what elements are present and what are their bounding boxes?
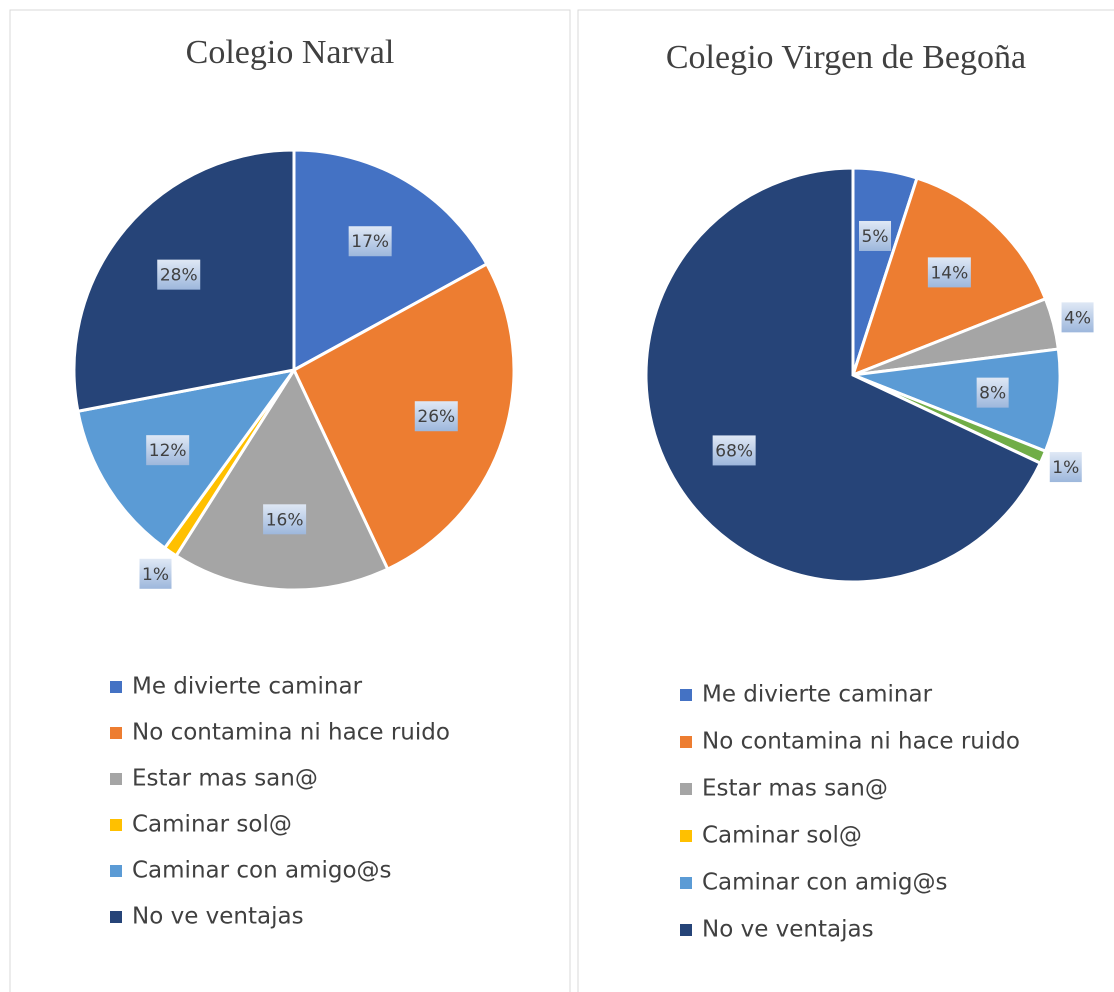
- data-label: 68%: [715, 441, 753, 461]
- legend-label: No contamina ni hace ruido: [132, 720, 450, 746]
- data-label: 4%: [1064, 308, 1091, 328]
- legend-swatch: [110, 727, 122, 739]
- legend-swatch: [680, 830, 692, 842]
- legend-label: No ve ventajas: [702, 917, 874, 943]
- legend-label: No contamina ni hace ruido: [702, 729, 1020, 755]
- data-label-box: [712, 435, 756, 466]
- legend-swatch: [680, 736, 692, 748]
- data-label: 14%: [930, 263, 968, 283]
- legend-label: Estar mas san@: [132, 766, 318, 792]
- data-label: 1%: [142, 565, 169, 585]
- legend-swatch: [680, 877, 692, 889]
- data-label: 1%: [1052, 458, 1079, 478]
- data-label-box: [414, 401, 458, 432]
- panel: [9, 9, 571, 992]
- data-label-box: [859, 220, 892, 251]
- data-label-box: [1061, 302, 1094, 333]
- data-label-box: [146, 435, 190, 466]
- data-label-box: [157, 259, 201, 290]
- data-label-box: [1049, 452, 1082, 483]
- legend-label: Me divierte caminar: [132, 674, 363, 700]
- pie-slice: [292, 261, 516, 572]
- data-label: 17%: [351, 232, 389, 252]
- legend-label: No ve ventajas: [132, 904, 304, 930]
- data-label: 5%: [862, 227, 889, 247]
- data-label: 16%: [266, 510, 304, 530]
- data-label: 26%: [417, 407, 455, 427]
- legend-label: Caminar con amigo@s: [132, 858, 392, 884]
- legend-label: Caminar sol@: [702, 823, 862, 849]
- legend-swatch: [110, 773, 122, 785]
- data-label-box: [263, 504, 307, 535]
- legend-swatch: [680, 783, 692, 795]
- chart-title: Colegio Narval: [186, 34, 395, 71]
- legend-label: Estar mas san@: [702, 776, 888, 802]
- data-label: 28%: [160, 266, 198, 286]
- pie-slice: [174, 366, 390, 592]
- data-label-box: [927, 257, 971, 288]
- pie-slice: [852, 347, 1062, 454]
- chart-title: Colegio Virgen de Begoña: [666, 39, 1026, 76]
- legend-swatch: [680, 689, 692, 701]
- data-label: 12%: [149, 441, 187, 461]
- data-label-box: [976, 377, 1009, 408]
- pie-slice: [292, 148, 489, 373]
- data-label-box: [348, 226, 392, 257]
- legend-label: Caminar sol@: [132, 812, 292, 838]
- data-label-box: [139, 558, 172, 589]
- legend-swatch: [110, 681, 122, 693]
- legend-swatch: [680, 924, 692, 936]
- legend-label: Caminar con amig@s: [702, 870, 947, 896]
- legend-swatch: [110, 819, 122, 831]
- data-label: 8%: [979, 384, 1006, 404]
- legend-swatch: [110, 911, 122, 923]
- panel: [577, 9, 1114, 992]
- legend-label: Me divierte caminar: [702, 682, 933, 708]
- legend-swatch: [110, 865, 122, 877]
- pie-slice: [644, 166, 1043, 584]
